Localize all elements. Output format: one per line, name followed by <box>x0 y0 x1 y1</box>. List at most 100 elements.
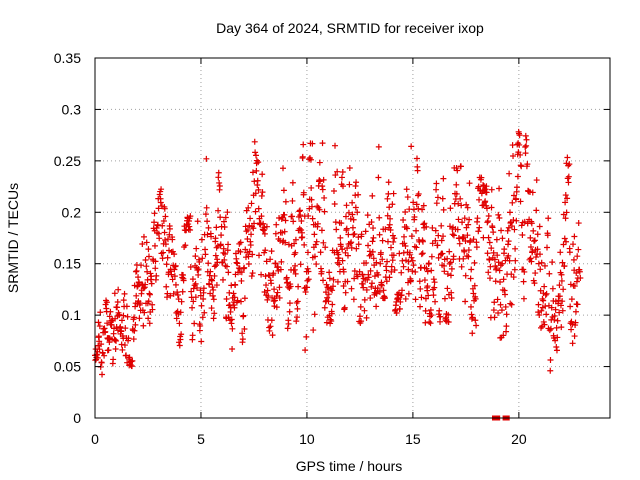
data-point <box>255 205 262 212</box>
data-point <box>398 287 405 294</box>
data-point <box>344 278 351 285</box>
data-point <box>521 268 528 275</box>
data-point <box>331 201 338 208</box>
data-point <box>564 195 571 202</box>
data-point <box>355 234 362 241</box>
data-point <box>351 275 358 282</box>
data-point <box>532 270 539 277</box>
data-point <box>358 318 365 325</box>
data-point <box>462 298 469 305</box>
data-point <box>348 244 355 251</box>
data-point <box>246 222 253 229</box>
data-point <box>465 221 472 228</box>
data-point <box>125 335 132 342</box>
data-point <box>413 155 420 162</box>
data-point <box>313 261 320 268</box>
data-point <box>353 245 360 252</box>
data-point <box>188 288 195 295</box>
data-point <box>361 296 368 303</box>
data-point <box>538 307 545 314</box>
data-point <box>198 302 205 309</box>
data-point <box>237 298 244 305</box>
data-point <box>505 252 512 259</box>
data-point <box>529 189 536 196</box>
data-point <box>106 313 113 320</box>
data-point <box>486 239 493 246</box>
data-point <box>540 318 547 325</box>
data-point <box>379 256 386 263</box>
data-point <box>96 346 103 353</box>
data-point <box>425 292 432 299</box>
data-point <box>118 317 125 324</box>
data-point <box>282 239 289 246</box>
axis-ticks: 0 0.05 0.1 0.15 0.2 0.25 0.3 0.35 0 5 10 15 20 <box>54 50 610 447</box>
data-point <box>450 253 457 260</box>
data-point <box>499 235 506 242</box>
data-point <box>519 232 526 239</box>
data-point <box>111 290 118 297</box>
data-point <box>569 321 576 328</box>
data-point <box>485 213 492 220</box>
data-point <box>152 265 159 272</box>
data-point <box>400 217 407 224</box>
y-tick-label: 0.25 <box>54 153 81 169</box>
data-point <box>499 260 506 267</box>
data-point <box>222 214 229 221</box>
data-point <box>192 253 199 260</box>
data-point <box>512 245 519 252</box>
y-tick-label: 0.15 <box>54 256 81 272</box>
data-point <box>433 180 440 187</box>
data-point <box>506 170 513 177</box>
data-point <box>220 218 227 225</box>
data-point <box>179 288 186 295</box>
data-point <box>330 283 337 290</box>
data-point <box>203 204 210 211</box>
data-point <box>263 223 270 230</box>
data-point <box>204 218 211 225</box>
data-point <box>531 280 538 287</box>
data-point <box>208 305 215 312</box>
data-point <box>552 337 559 344</box>
data-point <box>97 309 104 316</box>
data-point <box>240 312 247 319</box>
data-point <box>364 212 371 219</box>
data-point <box>338 220 345 227</box>
data-point <box>122 325 129 332</box>
data-point <box>433 200 440 207</box>
data-point <box>509 199 516 206</box>
data-point <box>540 297 547 304</box>
data-point <box>117 323 124 330</box>
data-point <box>441 268 448 275</box>
data-point <box>252 208 259 215</box>
data-point <box>194 218 201 225</box>
data-point <box>568 326 575 333</box>
data-point <box>428 253 435 260</box>
data-point <box>513 184 520 191</box>
data-point <box>439 250 446 257</box>
data-point <box>447 259 454 266</box>
data-point <box>559 298 566 305</box>
data-point <box>248 200 255 207</box>
data-point <box>383 267 390 274</box>
data-point <box>218 232 225 239</box>
x-tick-label: 5 <box>197 431 205 447</box>
data-point <box>177 336 184 343</box>
data-point <box>467 275 474 282</box>
data-point <box>560 286 567 293</box>
data-point <box>496 185 503 192</box>
data-point <box>373 303 380 310</box>
data-point <box>411 214 418 221</box>
data-point <box>145 246 152 253</box>
data-point <box>466 180 473 187</box>
data-point <box>190 298 197 305</box>
data-point <box>317 178 324 185</box>
data-point <box>237 239 244 246</box>
data-point <box>434 194 441 201</box>
data-point <box>476 224 483 231</box>
data-point <box>534 246 541 253</box>
data-point <box>562 192 569 199</box>
data-point <box>380 287 387 294</box>
data-point <box>148 273 155 280</box>
data-point <box>356 268 363 275</box>
data-point <box>471 259 478 266</box>
